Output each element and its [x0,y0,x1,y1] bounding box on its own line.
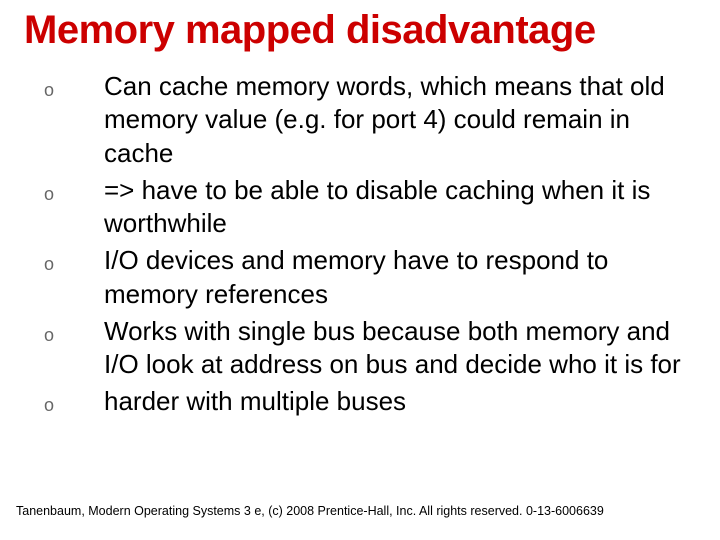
bullet-marker: o [44,385,104,421]
bullet-text: harder with multiple buses [104,385,406,418]
bullet-text: I/O devices and memory have to respond t… [104,244,696,311]
list-item: o I/O devices and memory have to respond… [44,244,696,311]
footer-citation: Tanenbaum, Modern Operating Systems 3 e,… [16,504,604,518]
list-item: o harder with multiple buses [44,385,696,421]
bullet-marker: o [44,70,104,106]
list-item: o Can cache memory words, which means th… [44,70,696,170]
bullet-list: o Can cache memory words, which means th… [44,70,696,421]
bullet-marker: o [44,315,104,351]
bullet-text: Can cache memory words, which means that… [104,70,696,170]
list-item: o => have to be able to disable caching … [44,174,696,241]
slide-title: Memory mapped disadvantage [24,8,696,52]
list-item: o Works with single bus because both mem… [44,315,696,382]
bullet-text: Works with single bus because both memor… [104,315,696,382]
bullet-text: => have to be able to disable caching wh… [104,174,696,241]
bullet-marker: o [44,174,104,210]
bullet-marker: o [44,244,104,280]
slide: Memory mapped disadvantage o Can cache m… [0,0,720,540]
